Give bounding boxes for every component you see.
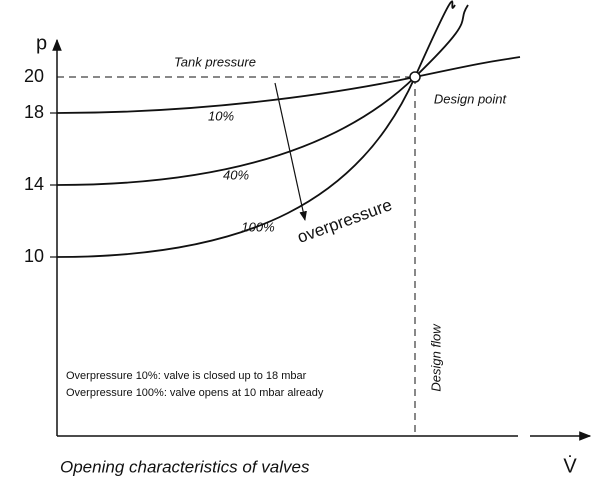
note: Overpressure 100%: valve opens at 10 mba… xyxy=(66,387,324,399)
y-tick-label: 20 xyxy=(24,66,44,86)
design-point-label: Design point xyxy=(434,91,508,106)
curve-40 xyxy=(56,4,469,186)
y-tick-label: 10 xyxy=(24,246,44,266)
overpressure-arrow xyxy=(274,82,307,221)
curve-10 xyxy=(56,56,521,114)
curve-label: 40% xyxy=(223,167,249,182)
caption: Opening characteristics of valves xyxy=(60,457,310,476)
note: Overpressure 10%: valve is closed up to … xyxy=(66,370,307,382)
curve-label: 10% xyxy=(208,108,234,123)
y-tick-label: 18 xyxy=(24,102,44,122)
curve-label: 100% xyxy=(241,219,274,234)
curve-100 xyxy=(56,0,456,258)
overpressure-label: overpressure xyxy=(295,195,395,247)
x-label: V̇ xyxy=(563,455,577,477)
design-point-marker xyxy=(409,71,421,83)
tank-pressure-label: Tank pressure xyxy=(174,54,256,69)
y-tick-label: 14 xyxy=(24,174,44,194)
y-label: p xyxy=(36,32,47,54)
design-flow-label: Design flow xyxy=(428,323,443,392)
axes xyxy=(50,0,592,441)
